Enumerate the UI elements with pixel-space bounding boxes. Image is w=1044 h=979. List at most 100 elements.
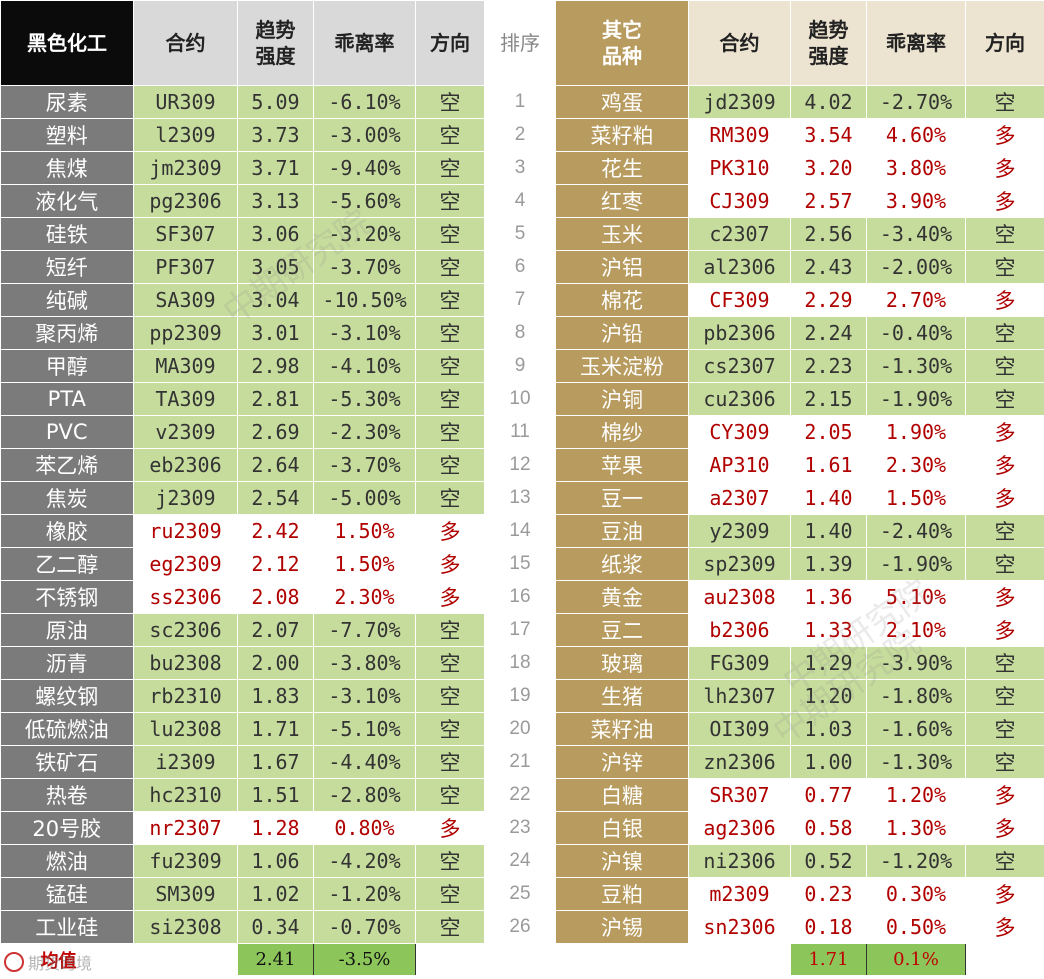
- strength-left: 2.42: [237, 514, 314, 548]
- strength-left: 1.71: [237, 712, 314, 746]
- deviation-left: -1.20%: [313, 877, 416, 911]
- strength-right: 0.18: [790, 910, 867, 944]
- deviation-right: 2.70%: [866, 283, 966, 317]
- direction-right: 空: [965, 316, 1044, 350]
- direction-right: 多: [965, 151, 1044, 185]
- direction-right: 多: [965, 910, 1044, 944]
- rank-number: 16: [484, 580, 556, 614]
- contract-right: au2308: [688, 580, 791, 614]
- deviation-right: 4.60%: [866, 118, 966, 152]
- contract-left: eg2309: [133, 547, 238, 581]
- contract-left: lu2308: [133, 712, 238, 746]
- deviation-left: -2.30%: [313, 415, 416, 449]
- variety-name-left: 苯乙烯: [0, 448, 134, 482]
- direction-left: 空: [415, 481, 485, 515]
- contract-right: ag2306: [688, 811, 791, 845]
- strength-left: 1.06: [237, 844, 314, 878]
- variety-name-right: 沪镍: [555, 844, 689, 878]
- strength-right: 1.00: [790, 745, 867, 779]
- contract-left: nr2307: [133, 811, 238, 845]
- table-row: PVC v2309 2.69 -2.30% 空 11 棉纱 CY309 2.05 1.90% 多: [0, 415, 1044, 449]
- deviation-left: -7.70%: [313, 613, 416, 647]
- direction-right: 空: [965, 712, 1044, 746]
- deviation-right: 2.30%: [866, 448, 966, 482]
- strength-left: 1.51: [237, 778, 314, 812]
- deviation-right: 3.90%: [866, 184, 966, 218]
- contract-left: eb2306: [133, 448, 238, 482]
- strength-left: 1.28: [237, 811, 314, 845]
- direction-right: 多: [965, 580, 1044, 614]
- rank-number: 3: [484, 151, 556, 185]
- variety-name-left: PVC: [0, 415, 134, 449]
- direction-left: 空: [415, 118, 485, 152]
- table-row: 乙二醇 eg2309 2.12 1.50% 多 15 纸浆 sp2309 1.39 -1.90% 空: [0, 547, 1044, 581]
- strength-right: 2.24: [790, 316, 867, 350]
- variety-name-left: 硅铁: [0, 217, 134, 251]
- strength-left: 1.67: [237, 745, 314, 779]
- rank-number: 22: [484, 778, 556, 812]
- contract-left: l2309: [133, 118, 238, 152]
- table-row: 工业硅 si2308 0.34 -0.70% 空 26 沪锡 sn2306 0.18 0.50% 多: [0, 910, 1044, 944]
- direction-right: 空: [965, 349, 1044, 383]
- contract-right: sp2309: [688, 547, 791, 581]
- variety-name-left: 纯碱: [0, 283, 134, 317]
- contract-left: ru2309: [133, 514, 238, 548]
- strength-right: 2.15: [790, 382, 867, 416]
- deviation-left: -2.80%: [313, 778, 416, 812]
- variety-name-right: 白银: [555, 811, 689, 845]
- logo-icon: [4, 952, 24, 972]
- direction-left: 空: [415, 877, 485, 911]
- direction-left: 空: [415, 250, 485, 284]
- contract-right: al2306: [688, 250, 791, 284]
- direction-left: 空: [415, 778, 485, 812]
- contract-left: pg2306: [133, 184, 238, 218]
- variety-name-right: 白糖: [555, 778, 689, 812]
- contract-left: hc2310: [133, 778, 238, 812]
- table-row: 甲醇 MA309 2.98 -4.10% 空 9 玉米淀粉 cs2307 2.23 -1.30% 空: [0, 349, 1044, 383]
- contract-left: fu2309: [133, 844, 238, 878]
- direction-left: 空: [415, 448, 485, 482]
- direction-right: 多: [965, 811, 1044, 845]
- variety-name-left: 工业硅: [0, 910, 134, 944]
- contract-right: lh2307: [688, 679, 791, 713]
- direction-right: 空: [965, 514, 1044, 548]
- strength-right: 1.40: [790, 481, 867, 515]
- rank-number: 25: [484, 877, 556, 911]
- variety-name-right: 纸浆: [555, 547, 689, 581]
- table-row: 苯乙烯 eb2306 2.64 -3.70% 空 12 苹果 AP310 1.61 2.30% 多: [0, 448, 1044, 482]
- variety-name-left: 原油: [0, 613, 134, 647]
- rank-number: 23: [484, 811, 556, 845]
- header-direction-right: 方向: [965, 0, 1044, 86]
- strength-right: 0.77: [790, 778, 867, 812]
- contract-left: si2308: [133, 910, 238, 944]
- deviation-left: -3.70%: [313, 448, 416, 482]
- strength-left: 2.12: [237, 547, 314, 581]
- variety-name-left: 不锈钢: [0, 580, 134, 614]
- variety-name-right: 沪锌: [555, 745, 689, 779]
- table-row: 热卷 hc2310 1.51 -2.80% 空 22 白糖 SR307 0.77 1.20% 多: [0, 778, 1044, 812]
- variety-name-right: 鸡蛋: [555, 85, 689, 119]
- strength-right: 0.52: [790, 844, 867, 878]
- strength-left: 3.01: [237, 316, 314, 350]
- deviation-right: -1.90%: [866, 382, 966, 416]
- strength-right: 1.36: [790, 580, 867, 614]
- deviation-left: -4.40%: [313, 745, 416, 779]
- direction-left: 多: [415, 547, 485, 581]
- deviation-right: 0.50%: [866, 910, 966, 944]
- variety-name-right: 豆二: [555, 613, 689, 647]
- strength-right: 0.23: [790, 877, 867, 911]
- contract-right: jd2309: [688, 85, 791, 119]
- contract-left: pp2309: [133, 316, 238, 350]
- contract-right: y2309: [688, 514, 791, 548]
- variety-name-right: 沪锡: [555, 910, 689, 944]
- strength-right: 3.54: [790, 118, 867, 152]
- variety-name-right: 沪铜: [555, 382, 689, 416]
- direction-left: 多: [415, 811, 485, 845]
- rank-number: 18: [484, 646, 556, 680]
- deviation-left: 1.50%: [313, 547, 416, 581]
- variety-name-left: 橡胶: [0, 514, 134, 548]
- strength-left: 0.34: [237, 910, 314, 944]
- strength-right: 1.33: [790, 613, 867, 647]
- average-blank: [133, 943, 238, 975]
